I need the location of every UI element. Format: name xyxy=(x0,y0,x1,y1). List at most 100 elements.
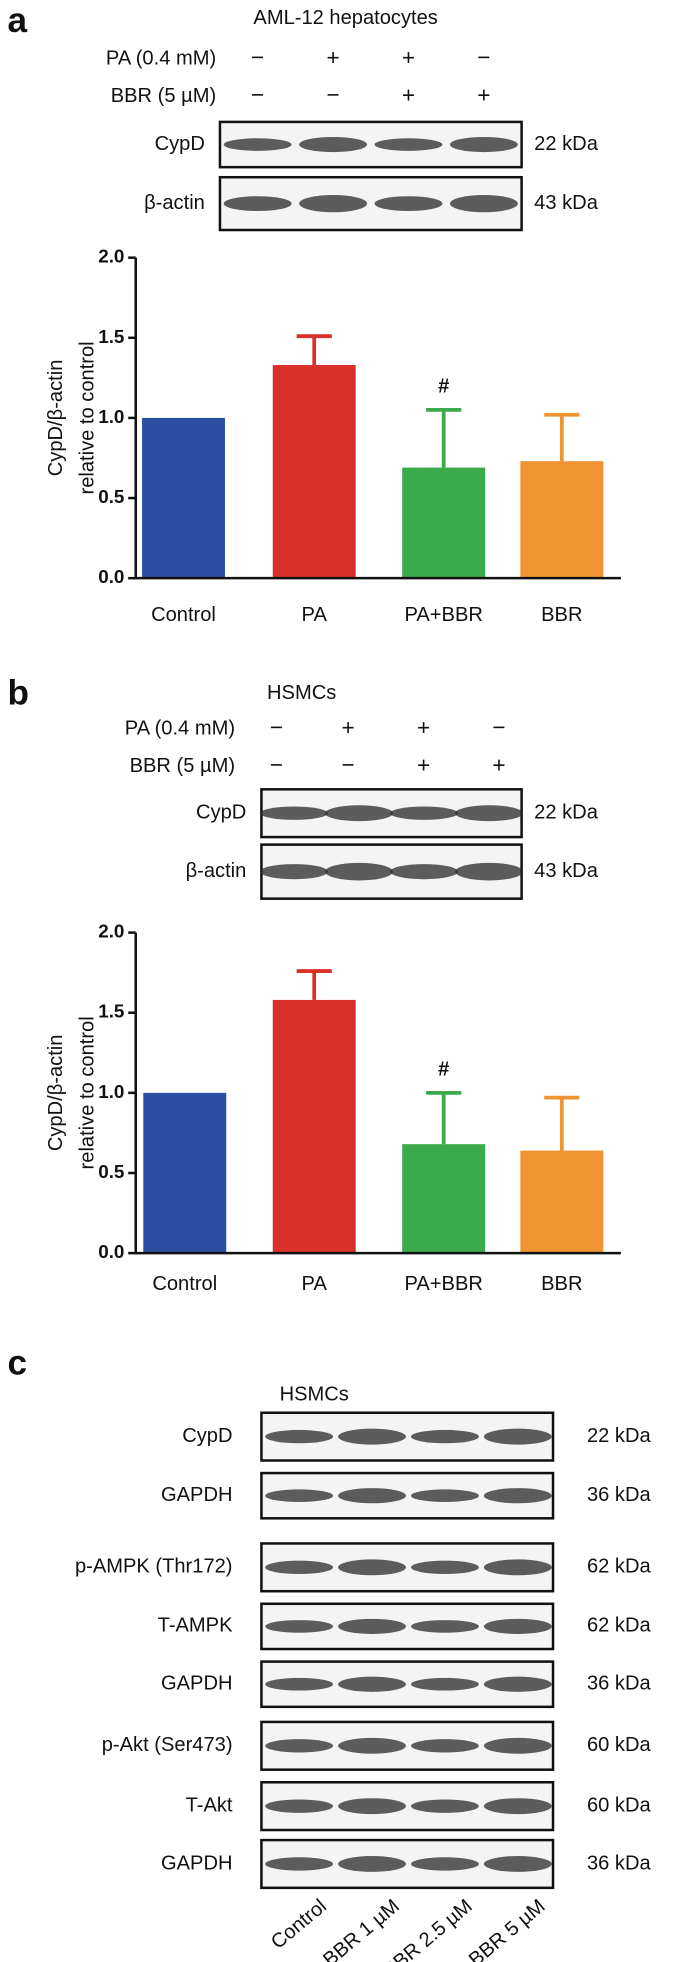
blot-band xyxy=(455,805,524,822)
bar xyxy=(402,467,486,579)
condition-label: BBR (5 µM) xyxy=(111,85,216,107)
y-tick-label: 1.0 xyxy=(98,406,124,427)
y-tick-label: 0.5 xyxy=(98,1161,124,1182)
blot-band xyxy=(483,1618,552,1634)
blot-band xyxy=(265,1620,334,1633)
condition-sign: + xyxy=(402,83,415,108)
panel-letter: a xyxy=(8,1,28,40)
condition-sign: + xyxy=(342,715,355,740)
condition-sign: − xyxy=(326,83,339,108)
panel-letter: b xyxy=(8,673,29,712)
blot-label: GAPDH xyxy=(161,1484,233,1506)
lane-label: Control xyxy=(267,1895,331,1954)
lane-label: BBR 5 µM xyxy=(465,1895,550,1962)
blot-band xyxy=(338,1737,406,1754)
y-tick-label: 1.5 xyxy=(98,1001,124,1022)
blot-band xyxy=(374,196,443,212)
blot-size: 43 kDa xyxy=(534,192,599,214)
x-tick-label: PA xyxy=(302,1273,328,1295)
condition-sign: − xyxy=(270,753,283,778)
blot-band xyxy=(411,1739,479,1753)
condition-sign: + xyxy=(402,45,415,70)
blot-label: GAPDH xyxy=(161,1673,233,1695)
bar xyxy=(520,461,604,579)
condition-sign: − xyxy=(251,83,264,108)
panel-title: HSMCs xyxy=(267,682,336,704)
blot-label: CypD xyxy=(196,802,246,824)
blot-label: CypD xyxy=(155,133,205,155)
y-tick-label: 0.0 xyxy=(98,566,124,587)
y-axis-label: relative to control xyxy=(76,341,98,494)
blot-band xyxy=(338,1618,406,1634)
blot-size: 62 kDa xyxy=(587,1615,652,1637)
annotation: # xyxy=(438,376,449,398)
blot-band xyxy=(483,1856,552,1872)
x-tick-label: Control xyxy=(151,604,216,626)
blot-band xyxy=(265,1677,334,1691)
blot-band xyxy=(411,1560,479,1575)
y-axis-label: CypD/β-actin xyxy=(45,360,67,477)
blot-size: 62 kDa xyxy=(587,1556,652,1578)
blot-band xyxy=(338,1559,406,1576)
blot-band xyxy=(265,1739,334,1753)
blot-size: 36 kDa xyxy=(587,1484,652,1506)
blot-band xyxy=(223,196,292,212)
blot-band xyxy=(483,1428,552,1445)
blot-band xyxy=(411,1677,479,1691)
blot-band xyxy=(411,1620,479,1633)
condition-sign: − xyxy=(477,45,490,70)
x-tick-label: PA xyxy=(302,604,328,626)
blot-band xyxy=(449,136,518,153)
y-axis-label: CypD/β-actin xyxy=(45,1035,67,1152)
bar xyxy=(520,1150,604,1254)
condition-sign: − xyxy=(492,715,505,740)
y-tick-label: 2.0 xyxy=(98,246,124,267)
blot-band xyxy=(483,1559,552,1576)
lane-label: BBR 1 µM xyxy=(319,1895,404,1962)
bar xyxy=(272,365,356,579)
condition-label: PA (0.4 mM) xyxy=(125,717,235,739)
blot-size: 36 kDa xyxy=(587,1673,652,1695)
blot-band xyxy=(299,136,368,153)
blot-band xyxy=(483,1798,552,1815)
blot-label: T-AMPK xyxy=(158,1615,233,1637)
blot-size: 36 kDa xyxy=(587,1852,652,1874)
y-tick-label: 0.5 xyxy=(98,486,124,507)
x-tick-label: BBR xyxy=(541,1273,582,1295)
blot-size: 22 kDa xyxy=(587,1425,652,1447)
blot-band xyxy=(260,806,328,820)
y-tick-label: 1.5 xyxy=(98,326,124,347)
condition-sign: + xyxy=(492,753,505,778)
condition-sign: + xyxy=(417,715,430,740)
x-tick-label: PA+BBR xyxy=(404,1273,482,1295)
blot-band xyxy=(223,138,292,151)
condition-label: PA (0.4 mM) xyxy=(106,47,216,69)
blot-label: β-actin xyxy=(186,860,247,882)
condition-sign: + xyxy=(326,45,339,70)
blot-label: β-actin xyxy=(144,192,205,214)
blot-label: T-Akt xyxy=(186,1794,233,1816)
annotation: # xyxy=(438,1059,449,1081)
blot-band xyxy=(325,862,393,881)
blot-label: p-AMPK (Thr172) xyxy=(75,1556,233,1578)
y-tick-label: 0.0 xyxy=(98,1241,124,1262)
blot-label: GAPDH xyxy=(161,1852,233,1874)
blot-band xyxy=(483,1488,552,1504)
blot-band xyxy=(411,1799,479,1813)
blot-band xyxy=(338,1428,406,1445)
panel-title: HSMCs xyxy=(280,1383,349,1405)
blot-band xyxy=(338,1488,406,1504)
blot-band xyxy=(390,864,458,880)
condition-sign: − xyxy=(342,753,355,778)
y-axis-label: relative to control xyxy=(76,1016,98,1169)
blot-band xyxy=(299,194,368,213)
x-tick-label: Control xyxy=(152,1273,217,1295)
blot-band xyxy=(265,1429,334,1444)
y-tick-label: 1.0 xyxy=(98,1081,124,1102)
blot-band xyxy=(455,862,524,881)
blot-band xyxy=(411,1429,479,1444)
blot-label: p-Akt (Ser473) xyxy=(102,1734,233,1756)
blot-band xyxy=(265,1857,334,1871)
blot-size: 22 kDa xyxy=(534,133,599,155)
